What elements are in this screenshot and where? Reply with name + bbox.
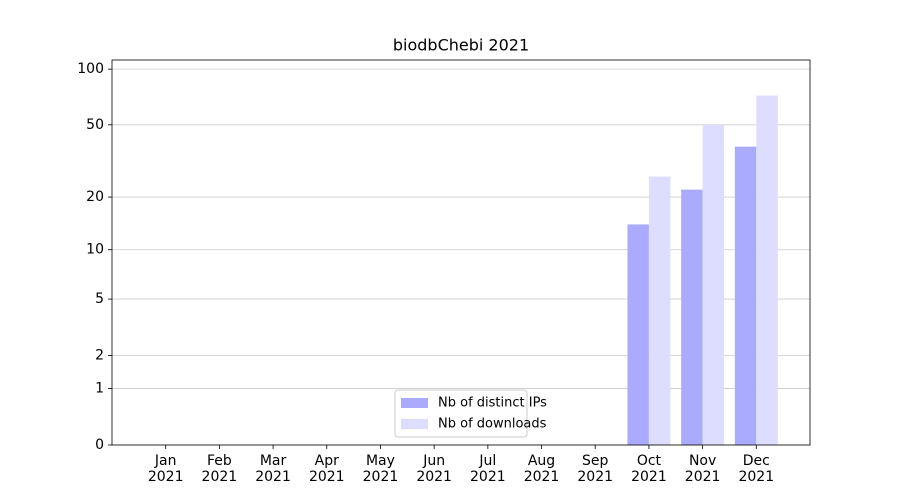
y-tick-label: 2	[95, 348, 104, 364]
x-tick-label: Oct 2021	[631, 453, 667, 485]
y-tick-label: 0	[95, 437, 104, 453]
x-tick-label: Apr 2021	[308, 453, 345, 485]
x-tick-label: Mar 2021	[255, 453, 291, 485]
x-tick-label: Jan 2021	[147, 453, 184, 485]
bar	[681, 189, 703, 445]
legend-label: Nb of distinct IPs	[438, 396, 547, 411]
chart-title: biodbChebi 2021	[393, 36, 529, 55]
x-tick-label: Sep 2021	[577, 453, 614, 485]
y-tick-label: 100	[77, 61, 104, 77]
legend-swatch	[401, 419, 428, 429]
y-tick-label: 1	[95, 381, 104, 397]
legend-label: Nb of downloads	[438, 417, 547, 432]
bar	[702, 124, 725, 446]
y-tick-label: 50	[86, 117, 104, 133]
x-tick-label: Dec 2021	[738, 453, 775, 485]
y-tick-label: 10	[86, 242, 104, 258]
bar	[756, 95, 778, 445]
plot-frame	[111, 59, 811, 446]
bar	[734, 146, 757, 445]
y-tick-label: 20	[86, 189, 104, 205]
x-tick-label: Nov 2021	[684, 453, 721, 485]
x-tick-label: Jul 2021	[470, 453, 506, 485]
y-tick-label: 5	[95, 291, 104, 307]
x-tick-label: Feb 2021	[201, 453, 238, 485]
bar	[627, 224, 649, 445]
x-tick-label: Aug 2021	[523, 453, 560, 485]
x-tick-label: May 2021	[362, 453, 399, 485]
x-tick-label: Jun 2021	[416, 453, 452, 485]
legend-swatch	[401, 398, 428, 408]
bar	[648, 176, 671, 445]
